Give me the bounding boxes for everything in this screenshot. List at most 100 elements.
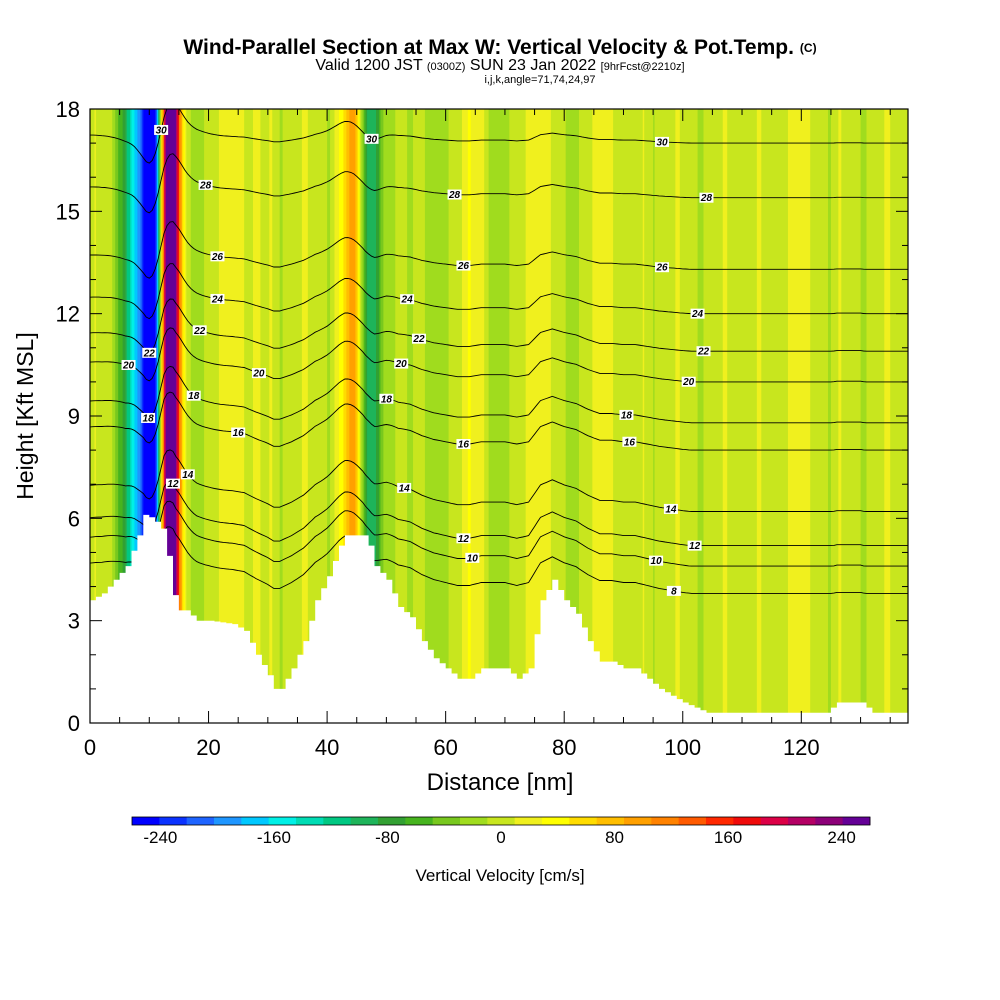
velocity-strip [859,109,862,723]
velocity-strip [269,109,272,723]
isentrope-label-text: 12 [458,534,470,545]
velocity-strip [753,109,756,723]
velocity-strip [184,109,187,723]
velocity-strip [368,109,371,723]
velocity-strip [180,109,183,723]
velocity-strip [485,109,488,723]
velocity-strip [589,109,592,723]
y-tick-label: 18 [56,97,80,122]
velocity-strip [484,109,487,723]
velocity-strip [602,109,605,723]
isentrope-label: 10 [649,555,664,567]
velocity-strip [719,109,722,723]
velocity-strip [130,109,133,723]
isentrope-label: 28 [447,189,462,201]
velocity-strip [205,109,208,723]
isentrope-label: 22 [696,346,711,358]
velocity-strip [587,109,590,723]
colorbar-swatch [186,817,215,825]
velocity-strip [482,109,485,723]
velocity-strip [251,109,254,723]
velocity-strip [138,109,141,723]
velocity-strip [512,109,515,723]
velocity-strip [739,109,742,723]
velocity-strip [235,109,238,723]
velocity-strip [608,109,611,723]
isentrope-label: 18 [379,393,394,405]
isentrope-label-text: 28 [700,193,713,204]
isentrope-label: 30 [655,136,670,148]
velocity-strip [553,109,556,723]
velocity-strip [527,109,530,723]
velocity-strip [376,109,379,723]
velocity-strip [407,109,410,723]
isentrope-label-text: 14 [399,483,411,494]
colorbar-swatch [542,817,570,825]
velocity-strip [124,109,127,723]
velocity-strip [712,109,715,723]
velocity-strip [814,109,817,723]
velocity-strip [876,109,879,723]
velocity-strip [488,109,491,723]
velocity-strip [337,109,340,723]
isentrope-label-text: 18 [143,413,155,424]
velocity-strip [338,109,342,723]
isentrope-label-bg [154,124,169,135]
velocity-strip [737,109,740,723]
velocity-strip [590,109,593,723]
velocity-strip [685,109,688,723]
velocity-strip [293,109,296,723]
velocity-strip [294,109,297,723]
isentrope-label: 26 [655,262,670,274]
isentrope-lines [90,109,908,594]
isentrope-label-text: 28 [448,190,461,201]
isentrope-label-text: 16 [624,437,636,448]
velocity-strip [420,109,423,723]
velocity-strip [198,109,201,723]
velocity-strip [257,109,260,723]
velocity-strip [710,109,713,723]
isentrope-label: 20 [251,368,266,380]
y-tick-label: 6 [68,506,80,531]
velocity-strip [221,109,224,723]
velocity-strip [669,109,672,723]
velocity-strip [135,109,139,723]
velocity-strip [573,109,576,723]
velocity-strip [875,109,878,723]
velocity-strip [204,109,207,723]
velocity-strip [558,109,561,723]
velocity-strip [301,109,304,723]
velocity-strip [496,109,499,723]
velocity-strip [721,109,724,723]
velocity-strip [327,109,330,723]
velocity-strip [196,109,199,723]
velocity-strip [175,109,179,723]
isentrope-label: 18 [619,409,634,421]
velocity-strip [380,109,383,723]
velocity-strip [424,109,427,723]
colorbar-swatch [569,817,598,825]
velocity-strip [811,109,814,723]
velocity-strip [734,109,737,723]
velocity-strip [333,109,336,723]
velocity-strip [793,109,796,723]
velocity-strip [300,109,303,723]
velocity-strip [796,109,799,723]
velocity-strip [604,109,607,723]
velocity-strip [389,109,392,723]
velocity-strip [891,109,894,723]
velocity-strip [402,109,405,723]
velocity-strip [315,109,318,723]
velocity-strip [478,109,481,723]
velocity-strip [460,109,463,723]
velocity-strip [297,109,300,723]
valid-utc: (0300Z) [426,61,466,73]
velocity-strip [847,109,850,723]
velocity-strip [463,109,466,723]
velocity-strip [663,109,666,723]
velocity-strip [613,109,616,723]
velocity-strip [352,109,355,723]
isentrope-label-text: 12 [167,479,179,490]
velocity-strip [189,109,192,723]
